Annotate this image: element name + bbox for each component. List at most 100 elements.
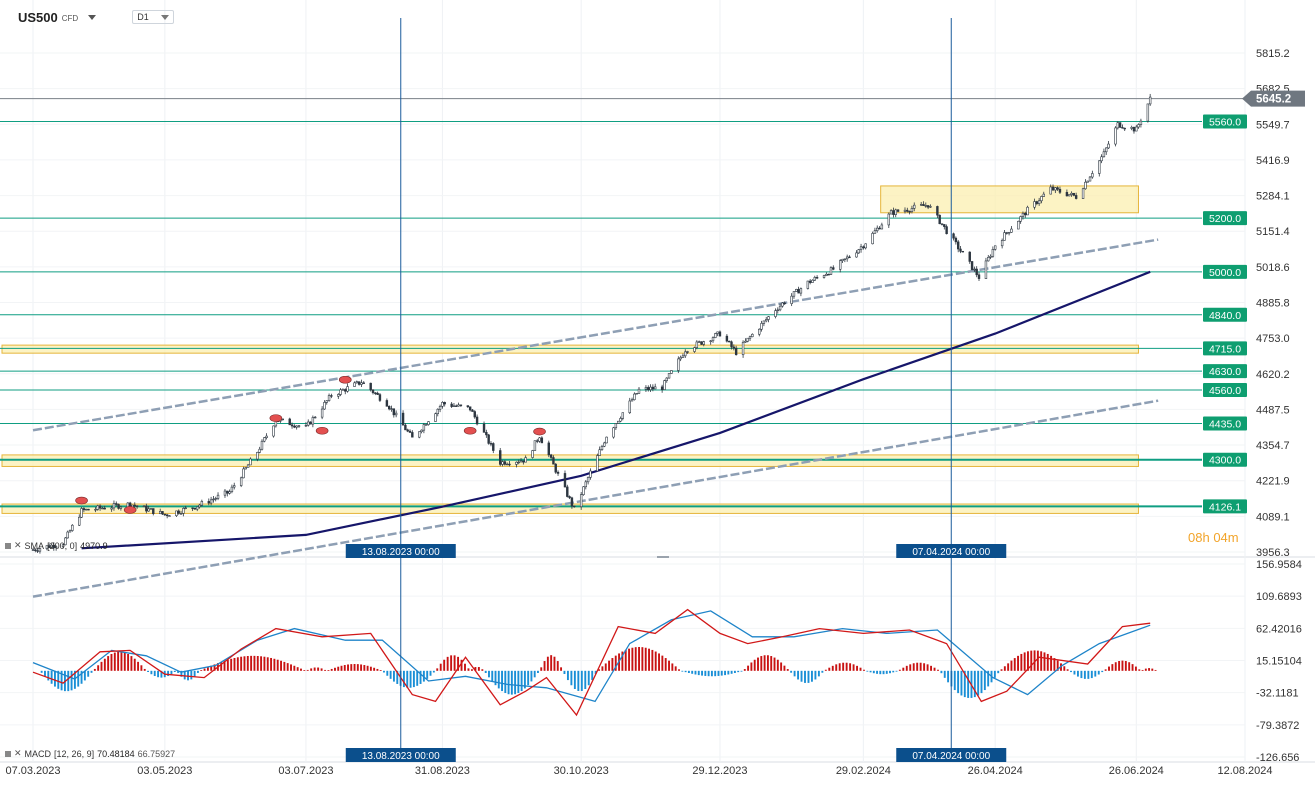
macd-axis-tick[interactable]: 156.9584 — [1256, 559, 1302, 571]
time-axis-tick[interactable]: 07.03.2023 — [5, 765, 60, 777]
time-axis-tick[interactable]: 26.04.2024 — [968, 765, 1023, 777]
time-axis-tick[interactable]: 30.10.2023 — [554, 765, 609, 777]
candle-body — [54, 546, 58, 548]
current-price-label[interactable]: 5645.2 — [1256, 94, 1291, 106]
horizontal-levels[interactable]: 5560.0 5200.0 5000.0 4840.0 4715.0 4630.0 4560… — [0, 98, 1247, 514]
price-axis-tick[interactable]: 4487.5 — [1256, 404, 1290, 416]
price-axis-tick[interactable]: 5416.9 — [1256, 155, 1290, 167]
level-label-bg[interactable] — [1203, 341, 1247, 356]
trend-line[interactable] — [32, 399, 1159, 598]
price-axis-tick[interactable]: 5549.7 — [1256, 119, 1290, 131]
level-label-bg[interactable] — [1203, 382, 1247, 397]
price-axis-tick[interactable]: 4221.9 — [1256, 476, 1290, 488]
level-label[interactable]: 5200.0 — [1209, 213, 1241, 225]
level-label[interactable]: 4840.0 — [1209, 310, 1241, 322]
macd-histogram-bar — [233, 657, 236, 671]
timeframe-select[interactable]: D1 — [132, 10, 175, 24]
candle-body — [806, 280, 810, 289]
price-axis-tick[interactable]: 5815.2 — [1256, 48, 1290, 60]
price-axis-tick[interactable]: 4753.0 — [1256, 333, 1290, 345]
close-icon[interactable]: ✕ — [14, 748, 22, 758]
level-label[interactable]: 5000.0 — [1209, 267, 1241, 279]
macd-axis-tick[interactable]: 62.42016 — [1256, 623, 1302, 635]
candle-body — [346, 386, 349, 392]
time-axis-tick[interactable]: 12.08.2024 — [1217, 765, 1272, 777]
trend-lines[interactable] — [32, 238, 1159, 598]
vertical-marker-label-bg[interactable] — [345, 544, 456, 558]
candle-body — [230, 486, 234, 492]
time-axis-tick[interactable]: 31.08.2023 — [415, 765, 470, 777]
level-label-bg[interactable] — [1203, 211, 1247, 226]
level-label[interactable]: 4715.0 — [1209, 343, 1241, 355]
price-axis-tick[interactable]: 5284.1 — [1256, 191, 1290, 203]
level-label[interactable]: 5560.0 — [1209, 117, 1241, 129]
candle-body — [596, 455, 599, 472]
sma-legend[interactable]: ✕ SMA [200, 0] 4970.9 — [5, 540, 108, 551]
price-zone[interactable] — [1, 344, 1139, 354]
vertical-marker-label[interactable]: 13.08.2023 00:00 — [362, 751, 440, 762]
level-label[interactable]: 4560.0 — [1209, 385, 1241, 397]
vertical-markers[interactable]: 13.08.2023 00:00 13.08.2023 00:00 07.04.20… — [345, 18, 1007, 762]
trend-line[interactable] — [32, 238, 1159, 432]
level-label-bg[interactable] — [1203, 416, 1247, 431]
level-label-bg[interactable] — [1203, 264, 1247, 279]
vertical-marker-label-bg[interactable] — [896, 748, 1007, 762]
macd-axis-tick[interactable]: 109.6893 — [1256, 591, 1302, 603]
current-price-label-bg[interactable] — [1242, 90, 1305, 107]
macd-axis[interactable]: 156.9584 109.6893 62.42016 15.15104 -32.1181… — [1256, 559, 1302, 764]
price-axis[interactable]: 5815.25682.55549.75416.95284.15151.45018… — [1242, 48, 1305, 559]
panel-resize-handle[interactable] — [657, 556, 669, 558]
macd-histogram-bar — [997, 670, 1000, 674]
candle-body — [1070, 192, 1073, 195]
level-label[interactable]: 4126.1 — [1209, 501, 1241, 513]
time-axis-tick[interactable]: 03.07.2023 — [278, 765, 333, 777]
candle-body — [586, 477, 590, 483]
time-axis[interactable]: 07.03.2023 03.05.2023 03.07.2023 31.08.2023… — [5, 765, 1272, 777]
level-label[interactable]: 4630.0 — [1209, 366, 1241, 378]
level-label[interactable]: 4300.0 — [1209, 455, 1241, 467]
candle-body — [1000, 240, 1004, 247]
level-label-bg[interactable] — [1203, 364, 1247, 379]
indicator-settings-icon[interactable] — [5, 542, 11, 549]
price-axis-tick[interactable]: 3956.3 — [1256, 547, 1290, 559]
vertical-marker-label-bg[interactable] — [896, 544, 1007, 558]
price-axis-tick[interactable]: 4885.8 — [1256, 297, 1290, 309]
level-label-bg[interactable] — [1203, 452, 1247, 467]
level-label-bg[interactable] — [1203, 307, 1247, 322]
time-axis-tick[interactable]: 03.05.2023 — [137, 765, 192, 777]
level-label[interactable]: 4435.0 — [1209, 418, 1241, 430]
macd-axis-tick[interactable]: -126.656 — [1256, 752, 1299, 764]
macd-histogram-bar — [621, 651, 624, 671]
time-axis-tick[interactable]: 26.06.2024 — [1109, 765, 1164, 777]
price-axis-tick[interactable]: 4620.2 — [1256, 369, 1290, 381]
vertical-marker-label[interactable]: 13.08.2023 00:00 — [362, 547, 440, 558]
vertical-marker-label-bg[interactable] — [345, 748, 456, 762]
macd-histogram-bar — [530, 670, 533, 682]
macd-axis-tick[interactable]: -79.3872 — [1256, 720, 1299, 732]
close-icon[interactable]: ✕ — [14, 540, 22, 550]
symbol-name[interactable]: US500 — [18, 9, 58, 25]
price-zone[interactable] — [880, 185, 1139, 214]
price-axis-tick[interactable]: 5151.4 — [1256, 226, 1290, 238]
time-axis-tick[interactable]: 29.02.2024 — [836, 765, 891, 777]
vertical-marker-label[interactable]: 07.04.2024 00:00 — [912, 547, 990, 558]
macd-legend[interactable]: ✕ MACD [12, 26, 9] 70.48184 66.75927 — [5, 748, 175, 759]
level-label-bg[interactable] — [1203, 499, 1247, 514]
macd-axis-tick[interactable]: -32.1181 — [1256, 688, 1299, 700]
macd-axis-tick[interactable]: 15.15104 — [1256, 656, 1302, 668]
price-axis-tick[interactable]: 4354.7 — [1256, 440, 1290, 452]
indicator-settings-icon[interactable] — [5, 750, 11, 757]
price-axis-tick[interactable]: 4089.1 — [1256, 511, 1290, 523]
symbol-dropdown-icon[interactable] — [88, 14, 97, 20]
level-label-bg[interactable] — [1203, 114, 1247, 129]
time-axis-tick[interactable]: 29.12.2023 — [692, 765, 747, 777]
price-axis-tick[interactable]: 5018.6 — [1256, 262, 1290, 274]
candle-body — [697, 341, 701, 343]
supply-demand-zones[interactable] — [1, 185, 1139, 514]
macd-histogram-bar — [1050, 655, 1053, 671]
macd-histogram-bar — [937, 669, 939, 671]
vertical-marker-label[interactable]: 07.04.2024 00:00 — [912, 751, 990, 762]
candle-body — [452, 405, 456, 407]
macd-histogram-bar — [432, 670, 435, 673]
